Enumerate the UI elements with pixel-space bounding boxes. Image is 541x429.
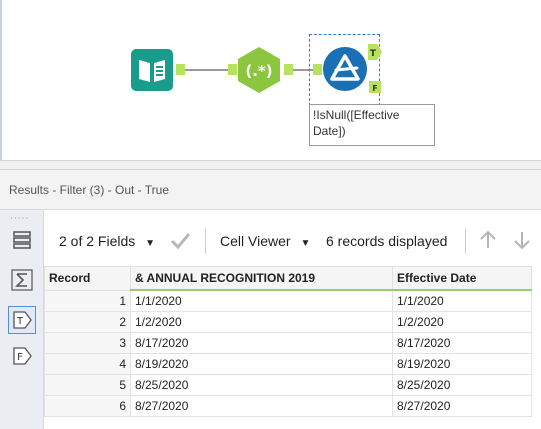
book-input-icon bbox=[131, 49, 173, 91]
column-header-effective-date[interactable]: Effective Date bbox=[392, 266, 532, 291]
record-number: 2 bbox=[44, 311, 131, 333]
scroll-up-button[interactable] bbox=[478, 230, 498, 253]
table-row[interactable]: 3 8/17/2020 8/17/2020 bbox=[44, 332, 532, 354]
svg-text:F: F bbox=[17, 352, 23, 363]
annual-recognition-cell[interactable]: 8/17/2020 bbox=[130, 332, 393, 354]
filter-input-anchor[interactable] bbox=[313, 64, 322, 75]
cell-viewer-label: Cell Viewer bbox=[220, 233, 291, 249]
record-number: 6 bbox=[44, 395, 131, 417]
table-layout-button[interactable] bbox=[10, 228, 34, 252]
down-arrow-icon bbox=[514, 232, 530, 250]
effective-date-cell[interactable]: 8/17/2020 bbox=[392, 332, 532, 354]
grip-handle[interactable]: ····· bbox=[10, 214, 30, 224]
false-tag-icon: F bbox=[13, 347, 32, 365]
records-count: 6 records displayed bbox=[326, 233, 448, 249]
record-number: 1 bbox=[44, 289, 131, 312]
grid-header-row: Record & ANNUAL RECOGNITION 2019 Effecti… bbox=[44, 266, 532, 291]
results-toolbar: 2 of 2 Fields ▼ Cell Viewer ▼ 6 records … bbox=[44, 218, 541, 264]
annual-recognition-cell[interactable]: 1/1/2020 bbox=[130, 289, 393, 312]
table-row[interactable]: 6 8/27/2020 8/27/2020 bbox=[44, 395, 532, 417]
annual-recognition-cell[interactable]: 1/2/2020 bbox=[130, 311, 393, 333]
effective-date-cell[interactable]: 8/27/2020 bbox=[392, 395, 532, 417]
workflow-canvas[interactable]: (.*) T F !IsNull([Effective Date]) bbox=[0, 0, 541, 160]
sum-icon bbox=[11, 269, 33, 291]
toolbar-separator-2 bbox=[465, 228, 466, 254]
false-output-button[interactable]: F bbox=[10, 344, 34, 368]
up-arrow-icon bbox=[480, 230, 496, 248]
effective-date-cell[interactable]: 1/1/2020 bbox=[392, 289, 532, 312]
effective-date-cell[interactable]: 8/25/2020 bbox=[392, 374, 532, 396]
true-output-button[interactable]: T bbox=[8, 306, 36, 334]
results-title: Results - Filter (3) - Out - True bbox=[9, 183, 170, 197]
column-header-annual-recognition[interactable]: & ANNUAL RECOGNITION 2019 bbox=[130, 266, 393, 291]
summary-button[interactable] bbox=[10, 268, 34, 292]
pane-splitter[interactable] bbox=[0, 160, 541, 170]
svg-text:(.*): (.*) bbox=[245, 62, 272, 80]
toolbar-separator bbox=[205, 228, 206, 254]
svg-text:T: T bbox=[370, 49, 377, 59]
false-tag-icon: F bbox=[369, 81, 381, 93]
regex-input-anchor[interactable] bbox=[228, 64, 237, 75]
dropdown-caret-icon: ▼ bbox=[300, 238, 311, 249]
cell-viewer-selector[interactable]: Cell Viewer ▼ bbox=[220, 233, 310, 249]
filter-annotation[interactable]: !IsNull([Effective Date]) bbox=[309, 104, 435, 146]
svg-text:T: T bbox=[16, 316, 24, 327]
connection-line bbox=[185, 69, 233, 71]
filter-false-anchor[interactable]: F bbox=[369, 78, 381, 93]
scroll-down-button[interactable] bbox=[512, 230, 532, 253]
column-header-record[interactable]: Record bbox=[44, 266, 131, 291]
connection-line-2 bbox=[293, 69, 317, 71]
input-output-anchor[interactable] bbox=[176, 64, 185, 75]
input-data-tool[interactable] bbox=[130, 48, 174, 92]
annual-recognition-cell[interactable]: 8/25/2020 bbox=[130, 374, 393, 396]
filter-tool[interactable] bbox=[322, 46, 368, 92]
effective-date-cell[interactable]: 8/19/2020 bbox=[392, 353, 532, 375]
results-grid[interactable]: Record & ANNUAL RECOGNITION 2019 Effecti… bbox=[44, 266, 532, 417]
annual-recognition-cell[interactable]: 8/27/2020 bbox=[130, 395, 393, 417]
annual-recognition-cell[interactable]: 8/19/2020 bbox=[130, 353, 393, 375]
table-row[interactable]: 1 1/1/2020 1/1/2020 bbox=[44, 289, 532, 312]
apply-button[interactable] bbox=[169, 229, 191, 254]
fields-selector[interactable]: 2 of 2 Fields ▼ bbox=[59, 233, 155, 249]
record-number: 4 bbox=[44, 353, 131, 375]
table-layout-icon bbox=[13, 231, 31, 249]
table-row[interactable]: 5 8/25/2020 8/25/2020 bbox=[44, 374, 532, 396]
regex-tool[interactable]: (.*) bbox=[236, 46, 282, 94]
results-header: Results - Filter (3) - Out - True bbox=[0, 170, 541, 210]
regex-output-anchor[interactable] bbox=[284, 64, 293, 75]
table-row[interactable]: 2 1/2/2020 1/2/2020 bbox=[44, 311, 532, 333]
table-row[interactable]: 4 8/19/2020 8/19/2020 bbox=[44, 353, 532, 375]
filter-true-anchor[interactable]: T bbox=[368, 44, 382, 60]
dropdown-caret-icon: ▼ bbox=[145, 238, 156, 249]
fields-label: 2 of 2 Fields bbox=[59, 233, 136, 249]
regex-icon: (.*) bbox=[238, 47, 280, 93]
filter-icon bbox=[323, 47, 367, 91]
svg-text:F: F bbox=[372, 84, 377, 93]
checkmark-icon bbox=[170, 233, 191, 250]
effective-date-cell[interactable]: 1/2/2020 bbox=[392, 311, 532, 333]
canvas-border bbox=[0, 0, 2, 160]
true-tag-icon: T bbox=[13, 311, 32, 329]
record-number: 5 bbox=[44, 374, 131, 396]
true-tag-icon: T bbox=[368, 44, 382, 60]
record-number: 3 bbox=[44, 332, 131, 354]
